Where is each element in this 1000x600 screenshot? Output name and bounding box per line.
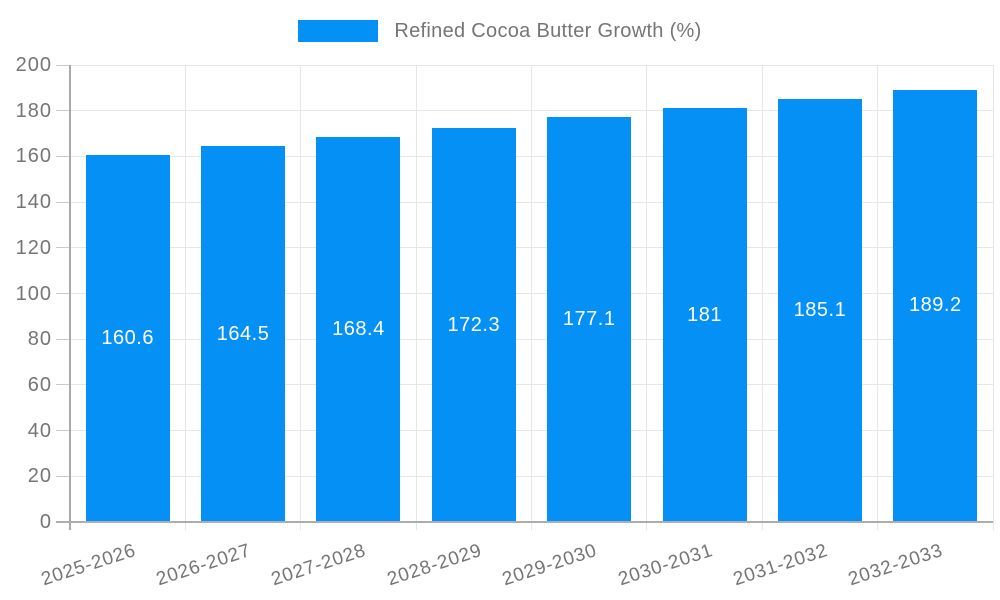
legend-label: Refined Cocoa Butter Growth (%) (394, 19, 702, 42)
y-tick-label: 20 (27, 465, 52, 488)
x-axis-line (56, 521, 993, 523)
y-tick-mark (56, 338, 70, 340)
bar: 189.2 (893, 89, 978, 522)
x-gridline (761, 65, 763, 530)
x-tick-label: 2025-2026 (38, 540, 139, 591)
x-gridline (300, 65, 302, 530)
x-tick-label: 2030-2031 (615, 540, 716, 591)
y-tick-mark (56, 475, 70, 477)
bar: 172.3 (431, 128, 516, 522)
bar: 181 (662, 108, 747, 522)
y-tick-mark (56, 293, 70, 294)
x-gridline (646, 65, 648, 530)
y-tick-mark (56, 384, 70, 386)
y-tick-mark (56, 155, 70, 157)
bar-value-label: 185.1 (793, 299, 847, 321)
bar-value-label: 164.5 (216, 322, 270, 345)
bar: 164.5 (201, 146, 286, 522)
bar: 168.4 (316, 137, 401, 522)
y-tick-label: 140 (15, 191, 52, 214)
y-tick-label: 40 (27, 419, 52, 442)
y-tick-label: 60 (27, 373, 52, 396)
x-gridline (992, 65, 994, 530)
y-tick-mark (56, 110, 70, 112)
x-gridline (531, 65, 532, 530)
bar-value-label: 172.3 (447, 313, 501, 336)
bar: 160.6 (85, 155, 170, 522)
y-tick-label: 180 (15, 99, 52, 122)
x-tick-label: 2026-2027 (153, 540, 254, 591)
x-gridline (184, 65, 186, 530)
bar-value-label: 181 (687, 303, 722, 326)
y-tick-label: 100 (15, 282, 52, 305)
y-tick-label: 200 (15, 54, 52, 76)
x-tick-label: 2032-2033 (846, 540, 946, 591)
y-tick-label: 80 (27, 328, 52, 351)
y-tick-label: 160 (15, 145, 52, 168)
x-tick-label: 2027-2028 (269, 540, 369, 591)
bar-value-label: 168.4 (332, 318, 385, 341)
bar-value-label: 177.1 (562, 308, 616, 331)
legend: Refined Cocoa Butter Growth (%) (0, 18, 1000, 44)
bar: 185.1 (777, 99, 862, 522)
y-axis-line (69, 65, 71, 530)
x-tick-label: 2029-2030 (499, 540, 600, 591)
y-tick-mark (56, 201, 70, 203)
legend-swatch (298, 20, 379, 42)
bar-value-label: 160.6 (101, 327, 154, 349)
x-tick-label: 2028-2029 (384, 540, 485, 591)
y-tick-label: 0 (39, 511, 52, 533)
y-tick-mark (56, 430, 70, 432)
x-gridline (415, 65, 417, 530)
x-gridline (877, 65, 879, 530)
y-tick-label: 120 (15, 236, 52, 259)
y-tick-mark (56, 247, 70, 249)
x-tick-label: 2031-2032 (730, 540, 831, 591)
y-tick-mark (56, 64, 70, 66)
bar: 177.1 (547, 117, 632, 522)
bar-value-label: 189.2 (909, 294, 962, 317)
